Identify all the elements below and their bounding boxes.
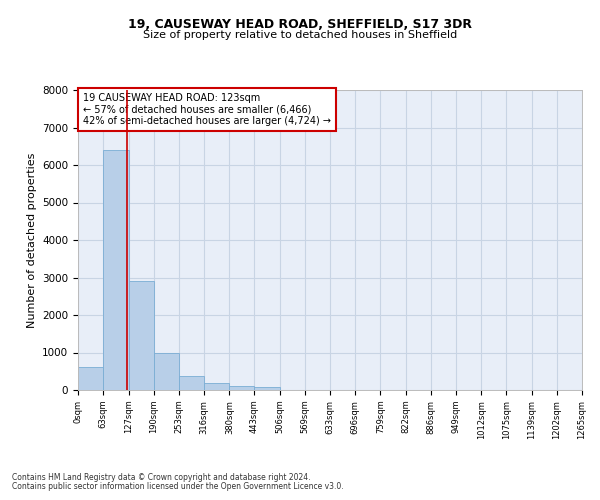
Bar: [103, 150, 128, 390]
Text: Size of property relative to detached houses in Sheffield: Size of property relative to detached ho…: [143, 30, 457, 40]
Bar: [128, 280, 154, 390]
Bar: [78, 367, 103, 390]
Bar: [254, 387, 280, 390]
Bar: [154, 352, 179, 390]
Text: Contains public sector information licensed under the Open Government Licence v3: Contains public sector information licen…: [12, 482, 344, 491]
Bar: [179, 376, 204, 390]
Bar: [229, 386, 254, 390]
Text: Contains HM Land Registry data © Crown copyright and database right 2024.: Contains HM Land Registry data © Crown c…: [12, 474, 311, 482]
Y-axis label: Number of detached properties: Number of detached properties: [26, 152, 37, 328]
Bar: [204, 384, 229, 390]
Text: 19, CAUSEWAY HEAD ROAD, SHEFFIELD, S17 3DR: 19, CAUSEWAY HEAD ROAD, SHEFFIELD, S17 3…: [128, 18, 472, 30]
Text: 19 CAUSEWAY HEAD ROAD: 123sqm
← 57% of detached houses are smaller (6,466)
42% o: 19 CAUSEWAY HEAD ROAD: 123sqm ← 57% of d…: [83, 93, 331, 126]
